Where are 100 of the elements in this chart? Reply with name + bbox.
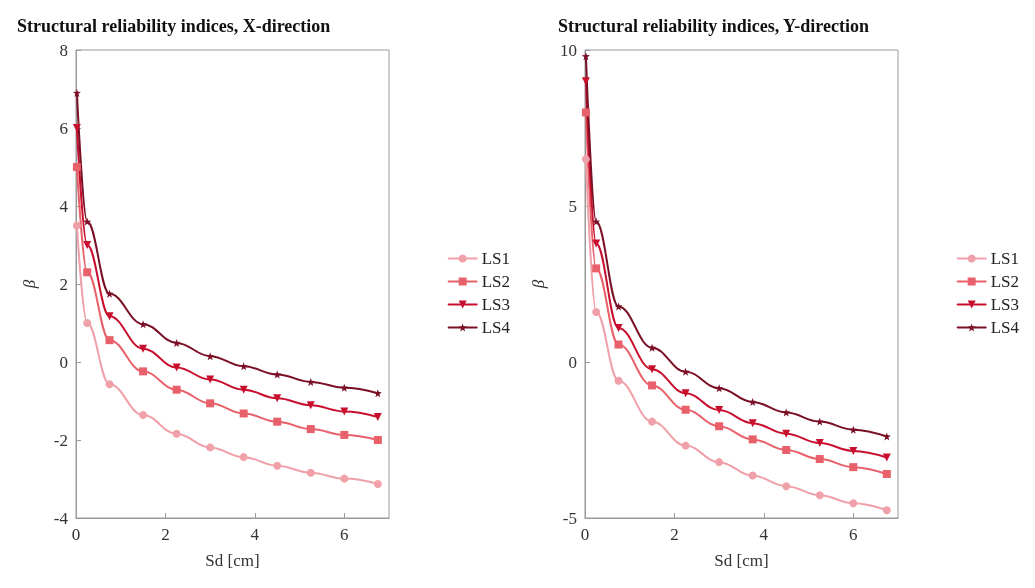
point — [340, 474, 349, 483]
point — [139, 411, 148, 420]
y-axis-title: β — [529, 279, 548, 290]
point — [139, 367, 148, 376]
point — [581, 155, 590, 164]
point — [72, 124, 81, 132]
y-tick-label: 5 — [568, 196, 577, 216]
legend-label: LS2 — [990, 272, 1019, 291]
point — [273, 461, 282, 470]
point — [815, 455, 824, 464]
point — [815, 491, 824, 500]
legend-label: LS3 — [481, 295, 510, 314]
point — [882, 506, 891, 515]
point — [273, 370, 282, 379]
point — [83, 319, 92, 327]
x-tick-label: 6 — [849, 525, 858, 544]
point — [306, 401, 315, 410]
point — [715, 406, 724, 415]
point — [648, 381, 657, 390]
point — [172, 338, 181, 347]
point — [306, 425, 315, 434]
point — [748, 419, 757, 428]
point — [83, 217, 92, 226]
point — [172, 385, 181, 394]
point — [373, 480, 382, 489]
point — [239, 453, 248, 462]
point — [206, 443, 215, 452]
point — [681, 389, 690, 398]
x-tick-label: 0 — [71, 525, 81, 544]
point — [340, 430, 349, 439]
point — [592, 264, 601, 273]
point — [748, 435, 757, 444]
point — [882, 470, 891, 479]
point — [273, 417, 282, 426]
y-tick-label: 8 — [59, 40, 68, 60]
legend-label: LS2 — [481, 272, 510, 291]
point — [340, 383, 349, 392]
point — [614, 323, 623, 332]
point — [72, 221, 81, 230]
legend-label: LS3 — [990, 295, 1019, 314]
point — [373, 412, 382, 421]
point — [72, 163, 81, 171]
point — [748, 397, 757, 406]
x-tick-label: 0 — [580, 525, 590, 544]
point — [105, 336, 114, 345]
point — [815, 439, 824, 448]
point — [581, 77, 590, 86]
point — [172, 429, 181, 438]
point — [648, 343, 657, 352]
point — [715, 422, 724, 431]
point — [882, 432, 891, 441]
y-tick-label: 4 — [59, 196, 69, 216]
y-tick-label: -5 — [562, 508, 577, 528]
point — [306, 377, 315, 386]
x-tick-label: 2 — [670, 525, 679, 544]
y-axis-title: β — [20, 279, 39, 290]
point — [681, 367, 690, 376]
point — [648, 365, 657, 374]
y-tick-label: 2 — [59, 274, 68, 294]
point — [614, 340, 623, 349]
point — [782, 445, 791, 454]
point — [592, 308, 601, 317]
point — [614, 302, 623, 311]
point — [882, 453, 891, 462]
legend-label: LS1 — [481, 249, 510, 268]
point — [206, 399, 215, 408]
point — [105, 312, 114, 321]
point — [849, 463, 858, 472]
point — [815, 417, 824, 426]
point — [172, 363, 181, 372]
x-tick-label: 4 — [250, 525, 260, 544]
point — [105, 380, 114, 389]
y-tick-label: 6 — [59, 118, 68, 138]
point — [83, 241, 92, 249]
y-tick-label: 10 — [560, 40, 577, 60]
point — [849, 499, 858, 508]
y-tick-label: 0 — [568, 352, 577, 372]
point — [373, 436, 382, 444]
point — [748, 471, 757, 480]
point — [782, 482, 791, 491]
point — [83, 268, 92, 277]
point — [648, 417, 657, 426]
chart-title: Structural reliability indices, Y-direction — [558, 16, 869, 36]
point — [681, 441, 690, 450]
point — [581, 108, 590, 117]
legend-label: LS4 — [481, 318, 511, 337]
x-tick-label: 4 — [759, 525, 769, 544]
legend-label: LS4 — [990, 318, 1020, 337]
point — [782, 408, 791, 417]
x-axis-title: Sd [cm] — [714, 551, 769, 570]
point — [715, 458, 724, 467]
chart-title: Structural reliability indices, X-direction — [17, 16, 331, 36]
x-tick-label: 2 — [161, 525, 170, 544]
point — [592, 217, 601, 226]
point — [614, 376, 623, 385]
point — [849, 425, 858, 434]
point — [239, 409, 248, 418]
legend-label: LS1 — [990, 249, 1019, 268]
y-tick-label: 0 — [59, 352, 68, 372]
y-tick-label: -4 — [53, 508, 69, 528]
